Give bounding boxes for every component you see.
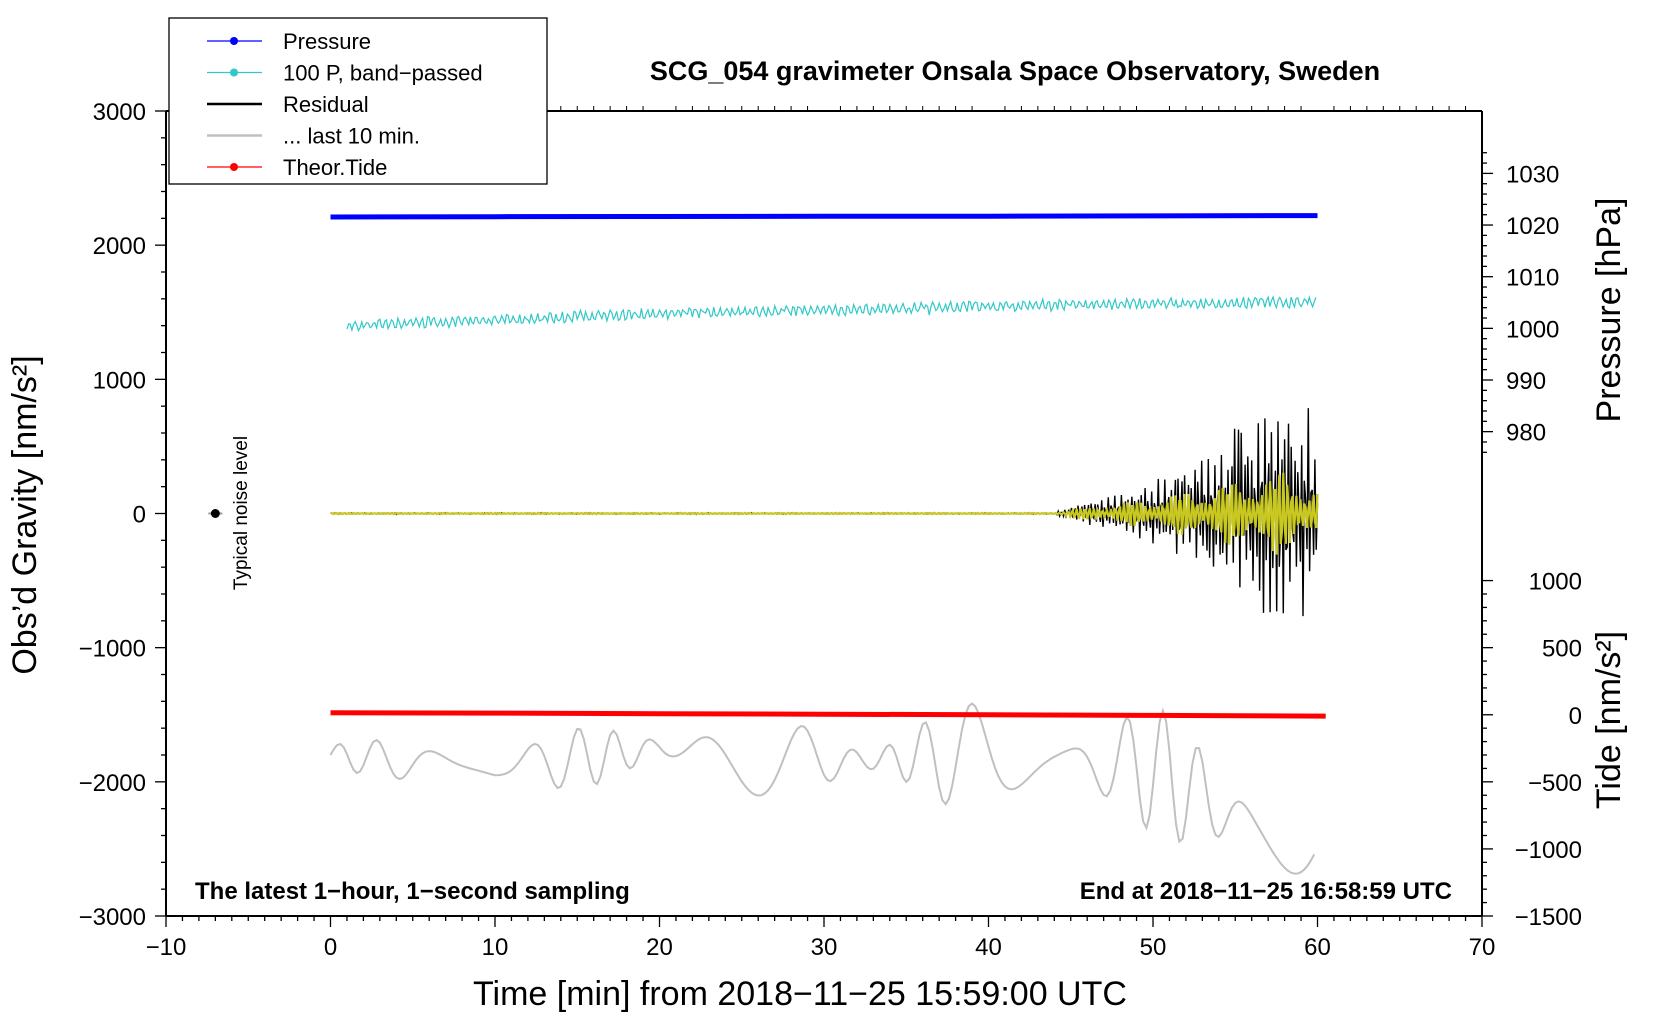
axes-layer: −10 0 10 20 30 40 50 60 70−3000−2000−10000100020… <box>79 99 1582 961</box>
y-tick-label: 2000 <box>93 233 146 260</box>
x-tick-label: 30 <box>811 934 838 961</box>
y-tick-label: −2000 <box>79 770 146 797</box>
y-tick-label: −3000 <box>79 904 146 931</box>
tide-tick-label: 0 <box>1569 703 1582 730</box>
annotation-left-bottom: The latest 1−hour, 1−second sampling <box>195 878 630 905</box>
chart-title: SCG_054 gravimeter Onsala Space Observat… <box>650 56 1380 86</box>
tide-tick-label: 1000 <box>1529 569 1582 596</box>
y-axis-title-tide: Tide [nm/s²] <box>1590 631 1628 809</box>
y-tick-label: −1000 <box>79 636 146 663</box>
tide-tick-label: 500 <box>1542 636 1582 663</box>
series-residual-filtered <box>330 472 1319 555</box>
x-tick-label: 20 <box>646 934 673 961</box>
legend-swatch-dot <box>230 68 238 77</box>
tide-tick-label: −500 <box>1528 770 1582 797</box>
legend-label: ... last 10 min. <box>283 124 420 149</box>
legend-label: Residual <box>283 92 369 117</box>
pressure-tick-label: 1030 <box>1506 161 1559 188</box>
pressure-tick-label: 1010 <box>1506 265 1559 292</box>
legend-swatch-dot <box>230 37 238 45</box>
pressure-tick-label: 1020 <box>1506 213 1559 240</box>
x-tick-label: −10 <box>146 934 187 961</box>
annotation-right-bottom: End at 2018−11−25 16:58:59 UTC <box>1080 878 1452 905</box>
pressure-tick-label: 990 <box>1506 368 1546 395</box>
x-tick-label: 40 <box>975 934 1002 961</box>
pressure-tick-label: 1000 <box>1506 316 1559 343</box>
x-axis-title: Time [min] from 2018−11−25 15:59:00 UTC <box>473 975 1127 1013</box>
y-axis-title-pressure: Pressure [hPa] <box>1590 198 1628 423</box>
x-tick-label: 50 <box>1140 934 1167 961</box>
series-band-passed-pressure <box>346 294 1317 333</box>
series-pressure <box>330 213 1318 220</box>
tide-tick-label: −1500 <box>1515 904 1582 931</box>
legend-label: 100 P, band−passed <box>283 61 483 86</box>
x-tick-label: 10 <box>482 934 509 961</box>
x-tick-label: 60 <box>1304 934 1331 961</box>
series-theor-tide <box>330 710 1326 719</box>
legend-label: Pressure <box>283 29 371 54</box>
legend-box <box>168 17 548 185</box>
tide-tick-label: −1000 <box>1515 837 1582 864</box>
legend-label: Theor.Tide <box>283 155 387 180</box>
series-last-10-min <box>329 702 1316 875</box>
x-tick-label: 0 <box>324 934 337 961</box>
y-tick-label: 0 <box>133 502 146 529</box>
legend: Pressure 100 P, band−passed Residual ... la… <box>168 17 548 185</box>
x-tick-label: 70 <box>1469 934 1496 961</box>
noise-label: Typical noise level <box>231 436 252 590</box>
plot-layer <box>208 213 1326 875</box>
y-axis-title-left: Obs’d Gravity [nm/s²] <box>6 355 44 674</box>
y-tick-label: 3000 <box>93 99 146 126</box>
legend-swatch-dot <box>230 163 238 171</box>
noise-marker <box>210 509 220 518</box>
y-tick-label: 1000 <box>93 367 146 394</box>
pressure-tick-label: 980 <box>1506 420 1546 447</box>
